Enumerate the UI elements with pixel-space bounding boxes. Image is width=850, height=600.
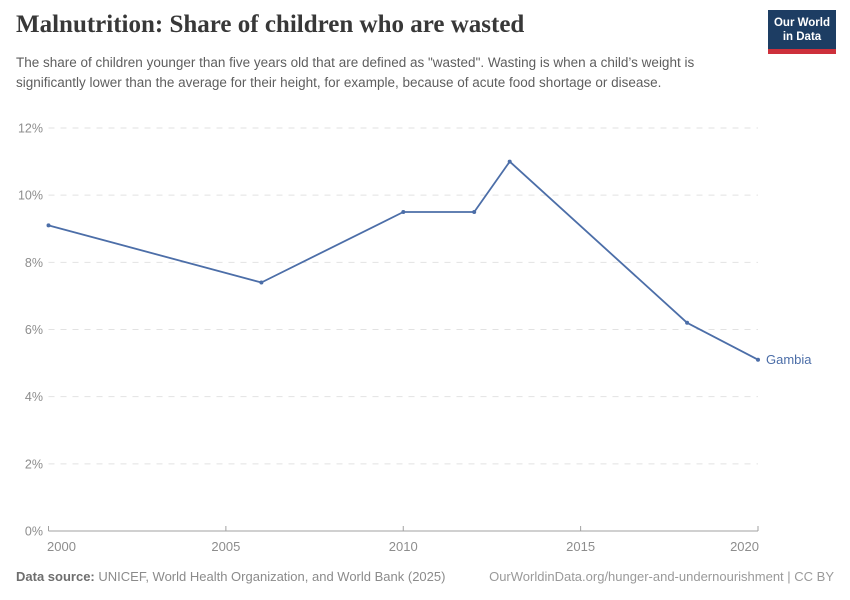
data-source-text: UNICEF, World Health Organization, and W…: [98, 569, 446, 584]
y-tick-label-10: 10%: [18, 189, 43, 203]
data-point-2018: [685, 320, 690, 325]
y-tick-label-6: 6%: [25, 323, 43, 337]
chart-title: Malnutrition: Share of children who are …: [16, 11, 525, 38]
credit-line: OurWorldinData.org/hunger-and-undernouri…: [489, 569, 834, 584]
owid-logo: Our World in Data: [768, 10, 836, 54]
x-tick-label-2010: 2010: [389, 539, 418, 554]
y-tick-label-2: 2%: [25, 457, 43, 471]
data-point-2012: [472, 210, 477, 214]
x-tick-label-2000: 2000: [47, 539, 76, 554]
data-source-note: Data source: UNICEF, World Health Organi…: [16, 569, 445, 584]
x-tick-label-2005: 2005: [211, 539, 240, 554]
x-tick-label-2015: 2015: [566, 539, 595, 554]
y-tick-label-4: 4%: [25, 390, 43, 404]
data-point-2000: [46, 223, 51, 228]
data-point-2010: [401, 210, 406, 214]
data-source-label: Data source:: [16, 569, 95, 584]
y-tick-label-0: 0%: [25, 525, 43, 539]
entity-label: Gambia: [766, 352, 812, 367]
owid-logo-line2: in Data: [782, 31, 822, 43]
y-tick-label-8: 8%: [25, 256, 43, 270]
x-tick-label-2020: 2020: [730, 539, 759, 554]
owid-logo-line1: Our World: [773, 17, 830, 29]
data-point-2006: [259, 280, 264, 285]
chart-subtitle: The share of children younger than five …: [16, 55, 695, 90]
data-point-2020: [756, 357, 760, 362]
data-point-2013: [507, 159, 512, 164]
y-tick-label-12: 12%: [18, 122, 43, 136]
